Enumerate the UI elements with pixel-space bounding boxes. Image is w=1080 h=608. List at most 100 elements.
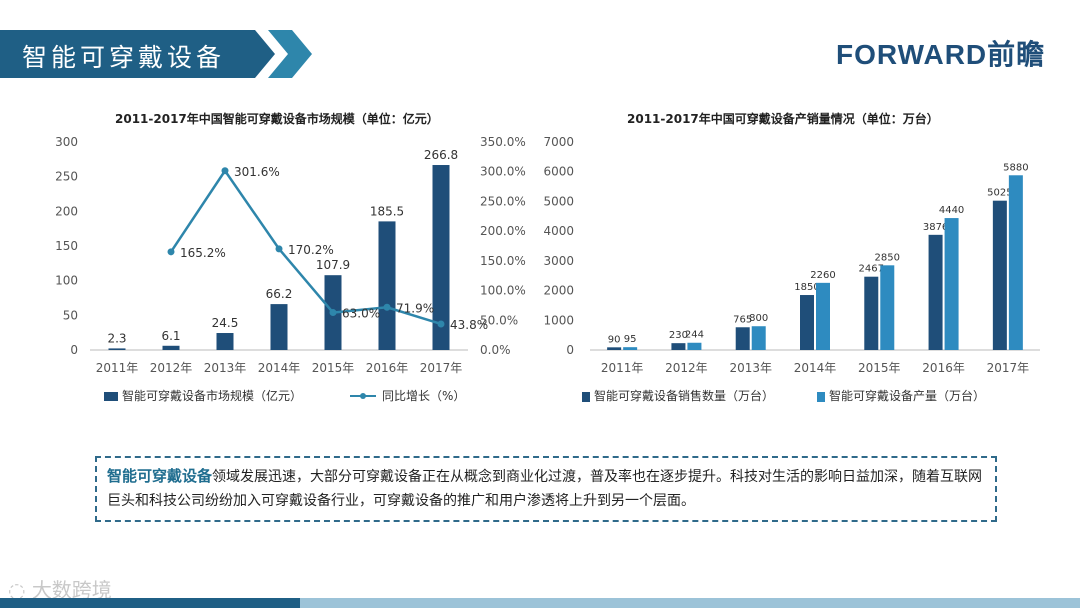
bar xyxy=(108,348,126,350)
growth-data-label: 63.0% xyxy=(342,307,380,321)
legend-label-line: 同比增长（%） xyxy=(382,389,465,403)
bar-data-label: 6.1 xyxy=(161,329,180,343)
bar-data-label: 66.2 xyxy=(266,287,293,301)
bar-data-label: 2260 xyxy=(810,270,835,281)
x-tick-label: 2015年 xyxy=(858,361,901,375)
legend-label-output: 智能可穿戴设备产量（万台） xyxy=(829,388,985,403)
banner-shape xyxy=(0,30,312,78)
market-size-chart: 0 50 100 150 200 250 300 0.0% 50.0% 100.0% 150.0% 2… xyxy=(55,135,526,403)
bar-data-label: 230 xyxy=(669,330,688,341)
bar xyxy=(800,295,814,350)
y-tick-label: 100 xyxy=(55,274,78,288)
growth-point xyxy=(383,303,391,311)
x-tick-label: 2012年 xyxy=(150,361,193,375)
y2-tick-label: 350.0% xyxy=(480,135,526,149)
bar-data-label: 4440 xyxy=(939,205,964,216)
chart1-title: 2011-2017年中国智能可穿戴设备市场规模（单位：亿元） xyxy=(115,112,439,126)
bar xyxy=(216,333,234,350)
bar xyxy=(816,282,830,350)
x-tick-label: 2013年 xyxy=(204,361,247,375)
legend-swatch-bar xyxy=(104,392,118,401)
y2-tick-label: 100.0% xyxy=(480,284,526,298)
x-tick-label: 2012年 xyxy=(665,361,708,375)
shipment-chart: 0 1000 2000 3000 4000 5000 6000 7000 90 95 2011年 23… xyxy=(543,135,1040,403)
bar-data-label: 185.5 xyxy=(370,204,404,218)
bar xyxy=(944,218,959,350)
growth-data-label: 43.8% xyxy=(450,318,488,332)
y2-tick-label: 250.0% xyxy=(480,194,526,208)
growth-point xyxy=(221,167,229,175)
growth-data-label: 165.2% xyxy=(180,246,226,260)
bar xyxy=(687,342,702,350)
bar-data-label: 1850 xyxy=(794,282,819,293)
x-tick-label: 2013年 xyxy=(729,361,772,375)
bar xyxy=(880,265,895,350)
summary-text: 领域发展迅速，大部分可穿戴设备正在从概念到商业化过渡，普及率也在逐步提升。科技对… xyxy=(107,469,983,509)
y-tick-label: 5000 xyxy=(543,194,574,208)
chart2-title: 2011-2017年中国可穿戴设备产销量情况（单位：万台） xyxy=(627,112,939,126)
bar xyxy=(432,165,450,350)
growth-line xyxy=(169,168,442,326)
bar xyxy=(671,343,686,350)
y-tick-label: 200 xyxy=(55,204,78,218)
bar xyxy=(735,327,750,350)
bar xyxy=(378,221,396,350)
brand-logo: FORWARD前瞻 xyxy=(836,39,1046,70)
y-tick-label: 150 xyxy=(55,239,78,253)
y-tick-label: 300 xyxy=(55,135,78,149)
x-tick-label: 2011年 xyxy=(601,361,644,375)
bar xyxy=(1008,175,1023,350)
bar-data-label: 244 xyxy=(685,330,704,341)
summary-box: 智能可穿戴设备领域发展迅速，大部分可穿戴设备正在从概念到商业化过渡，普及率也在逐… xyxy=(95,456,997,522)
bar-data-label: 95 xyxy=(624,334,637,345)
bar xyxy=(751,326,766,350)
x-tick-label: 2016年 xyxy=(922,361,965,375)
y2-tick-label: 200.0% xyxy=(480,224,526,238)
x-tick-label: 2014年 xyxy=(794,361,837,375)
bar xyxy=(270,304,288,350)
growth-point xyxy=(167,248,175,256)
bar xyxy=(623,347,638,350)
y-tick-label: 250 xyxy=(55,170,78,184)
page-title: 智能可穿戴设备 xyxy=(22,43,226,72)
x-tick-label: 2014年 xyxy=(258,361,301,375)
y2-tick-label: 300.0% xyxy=(480,165,526,179)
bar-data-label: 107.9 xyxy=(316,258,350,272)
bar-data-label: 765 xyxy=(733,314,752,325)
bar-data-label: 90 xyxy=(608,334,621,345)
summary-highlight: 智能可穿戴设备 xyxy=(107,467,213,485)
footer-bar xyxy=(0,598,1080,608)
growth-data-label: 170.2% xyxy=(288,243,334,257)
legend-label-sales: 智能可穿戴设备销售数量（万台） xyxy=(594,388,774,403)
bar-data-label: 800 xyxy=(749,313,768,324)
growth-point xyxy=(329,309,337,317)
bar-data-label: 5880 xyxy=(1003,162,1028,173)
y-tick-label: 4000 xyxy=(543,224,574,238)
y2-tick-label: 50.0% xyxy=(480,313,518,327)
bar xyxy=(992,200,1007,350)
legend-swatch-output xyxy=(817,392,825,402)
x-tick-label: 2015年 xyxy=(312,361,355,375)
x-tick-label: 2016年 xyxy=(366,361,409,375)
x-tick-label: 2011年 xyxy=(96,361,139,375)
header-banner xyxy=(0,30,312,78)
growth-point xyxy=(437,320,445,328)
growth-data-label: 301.6% xyxy=(234,165,280,179)
legend-label-bar: 智能可穿戴设备市场规模（亿元） xyxy=(122,388,302,403)
y-tick-label: 6000 xyxy=(543,165,574,179)
bar xyxy=(162,345,180,350)
bar-data-label: 2.3 xyxy=(107,331,126,345)
footer-logo-icon: ◌ xyxy=(8,578,32,602)
x-tick-label: 2017年 xyxy=(987,361,1030,375)
bar xyxy=(607,347,622,350)
y-tick-label: 0 xyxy=(566,343,574,357)
y-tick-label: 2000 xyxy=(543,284,574,298)
bar-data-label: 3876 xyxy=(923,222,948,233)
legend-swatch-marker xyxy=(360,393,366,399)
bar xyxy=(928,234,943,350)
bar-data-label: 5025 xyxy=(987,188,1012,199)
growth-data-label: 71.9% xyxy=(396,301,434,315)
y-tick-label: 7000 xyxy=(543,135,574,149)
y-tick-label: 0 xyxy=(70,343,78,357)
bar-data-label: 2850 xyxy=(875,252,900,263)
